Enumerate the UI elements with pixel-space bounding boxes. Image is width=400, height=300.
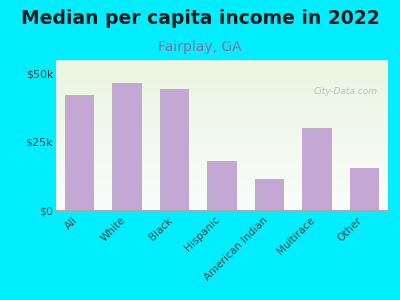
Bar: [160, 88, 189, 210]
Bar: [302, 128, 332, 210]
Bar: [207, 161, 237, 210]
Text: City-Data.com: City-Data.com: [314, 87, 378, 96]
Bar: [65, 95, 94, 210]
Bar: [350, 168, 379, 210]
Bar: [112, 83, 142, 210]
Text: Median per capita income in 2022: Median per capita income in 2022: [21, 9, 379, 28]
Bar: [255, 178, 284, 210]
Text: Fairplay, GA: Fairplay, GA: [158, 40, 242, 55]
